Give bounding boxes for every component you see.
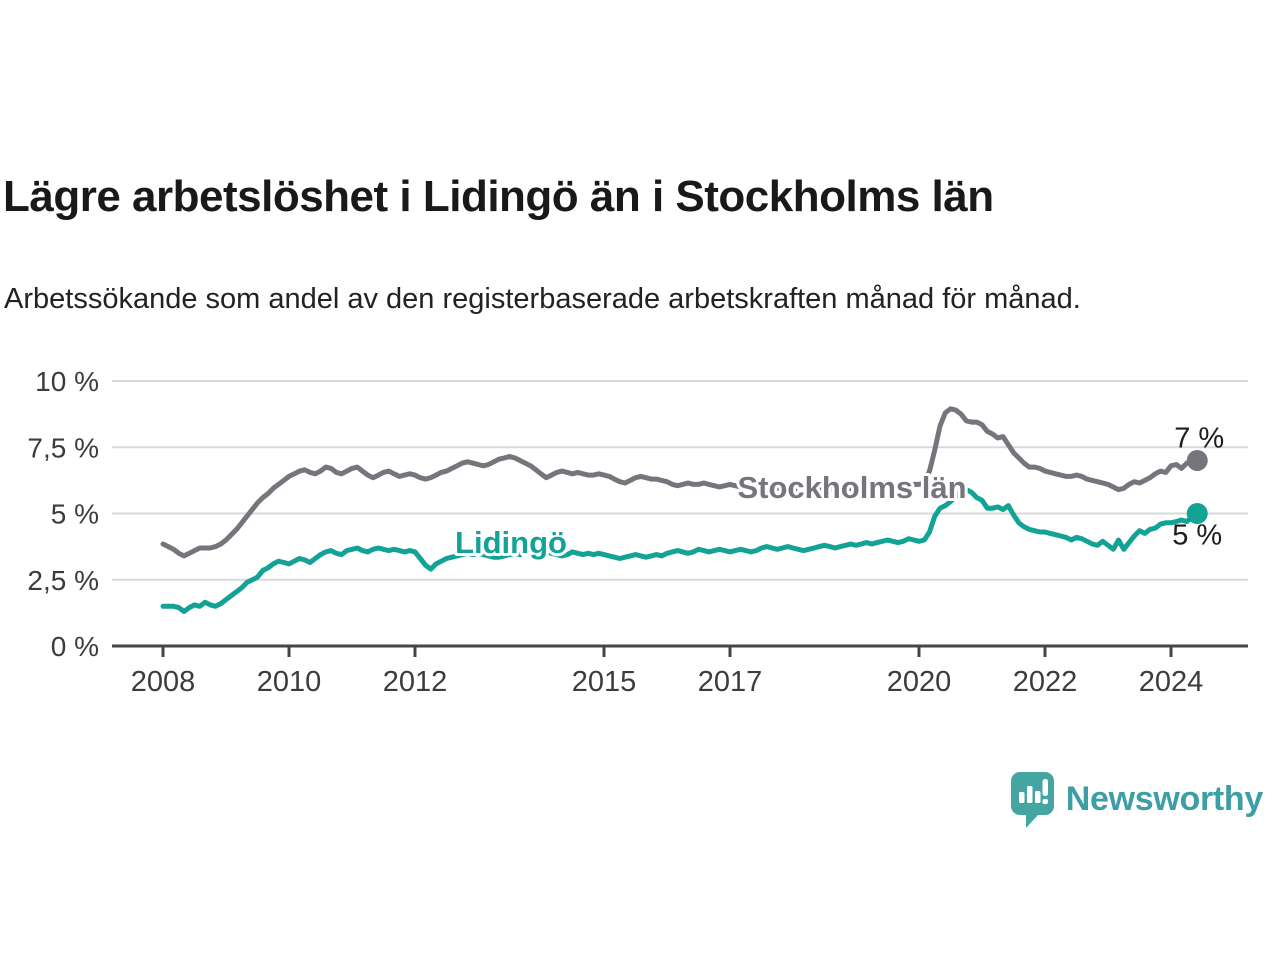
chart-title: Lägre arbetslöshet i Lidingö än i Stockh… (3, 172, 994, 222)
x-tick-label: 2024 (1139, 666, 1204, 698)
series-label-stockholms-l-n: Stockholms län (737, 470, 966, 505)
x-tick-label: 2012 (383, 666, 448, 698)
unemployment-line-chart: 2008 2010 2012 2015 2017 2020 2022 2024 10 % 7,5 … (27, 366, 1248, 698)
x-tick-label: 2008 (131, 666, 196, 698)
series-line-stockholms-l-n (160, 406, 1200, 559)
y-tick-label: 7,5 % (27, 432, 99, 463)
logo-bar-1 (1018, 792, 1025, 803)
y-tick-label: 2,5 % (27, 565, 99, 596)
brand-footer: Newsworthy (1009, 770, 1263, 828)
newsworthy-logo-icon (1010, 772, 1054, 828)
series-line-liding- (160, 487, 1200, 614)
chart-subtitle: Arbetssökande som andel av den registerb… (4, 283, 1081, 315)
logo-exclamation-dot (1042, 799, 1048, 804)
x-tick-label: 2015 (572, 666, 637, 698)
logo-bar-2 (1026, 786, 1033, 803)
brand-wordmark: Newsworthy (1065, 779, 1264, 818)
x-tick-label: 2010 (257, 666, 322, 698)
series-end-dot (1186, 503, 1208, 524)
series-end-value-label: 7 % (1174, 423, 1224, 455)
series-end-value-label: 5 % (1172, 520, 1222, 552)
x-tick-label: 2022 (1013, 666, 1078, 698)
series-label-liding-: Lidingö (455, 525, 567, 560)
x-tick-label: 2020 (887, 666, 952, 698)
logo-bar-3 (1034, 791, 1041, 803)
y-tick-label: 5 % (51, 499, 99, 530)
y-tick-label: 0 % (51, 631, 99, 662)
x-tick-label: 2017 (698, 666, 763, 698)
logo-exclamation-stem (1042, 779, 1048, 796)
series-end-dot (1186, 450, 1208, 471)
y-tick-label: 10 % (35, 366, 99, 397)
